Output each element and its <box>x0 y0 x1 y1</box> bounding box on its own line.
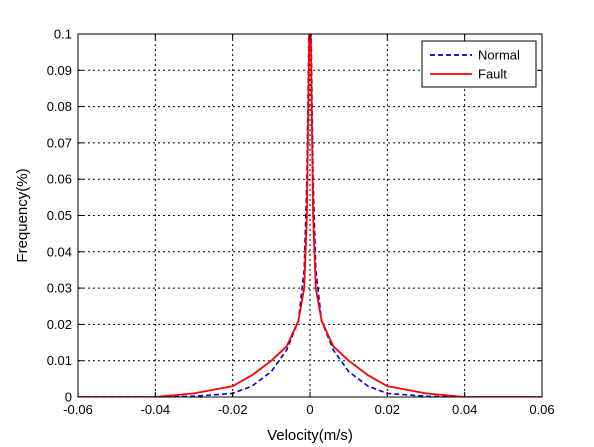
y-tick-label: 0.08 <box>47 99 72 114</box>
series-line-fault <box>78 34 542 397</box>
legend-label-normal: Normal <box>478 48 520 63</box>
y-tick-label: 0 <box>65 390 72 405</box>
x-tick-label: -0.04 <box>141 402 171 417</box>
y-tick-label: 0.01 <box>47 353 72 368</box>
y-tick-label: 0.1 <box>54 27 72 42</box>
y-axis-label: Frequency(%) <box>14 168 31 262</box>
y-tick-label: 0.06 <box>47 172 72 187</box>
y-tick-label: 0.02 <box>47 317 72 332</box>
legend-box <box>421 40 537 88</box>
ticks: -0.06 -0.04 -0.02 0 0.02 0.04 0.06 0 0.01 0.02 0.0… <box>47 27 555 418</box>
x-tick-label: 0.06 <box>529 402 554 417</box>
legend: Normal Fault <box>421 40 537 88</box>
y-tick-label: 0.05 <box>47 208 72 223</box>
x-tick-label: -0.06 <box>63 402 93 417</box>
y-tick-label: 0.03 <box>47 281 72 296</box>
series-line-normal <box>78 34 542 397</box>
legend-label-fault: Fault <box>478 67 507 82</box>
x-axis-label: Velocity(m/s) <box>267 427 353 444</box>
y-tick-label: 0.07 <box>47 135 72 150</box>
x-tick-label: 0.04 <box>452 402 477 417</box>
y-tick-label: 0.09 <box>47 63 72 78</box>
x-tick-label: 0 <box>306 402 313 417</box>
x-tick-label: 0.02 <box>375 402 400 417</box>
series-layer <box>78 34 542 397</box>
x-tick-label: -0.02 <box>218 402 248 417</box>
grid <box>78 34 542 397</box>
y-tick-label: 0.04 <box>47 244 72 259</box>
